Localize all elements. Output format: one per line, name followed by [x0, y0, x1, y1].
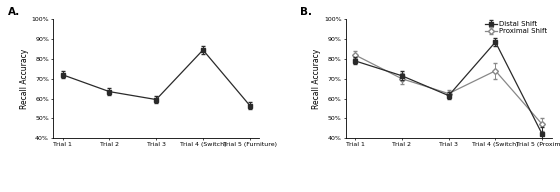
Y-axis label: Recall Accuracy: Recall Accuracy: [312, 49, 321, 109]
Legend: Distal Shift, Proximal Shift: Distal Shift, Proximal Shift: [484, 20, 548, 35]
Text: B.: B.: [300, 7, 312, 17]
Y-axis label: Recall Accuracy: Recall Accuracy: [20, 49, 29, 109]
Text: A.: A.: [8, 7, 20, 17]
